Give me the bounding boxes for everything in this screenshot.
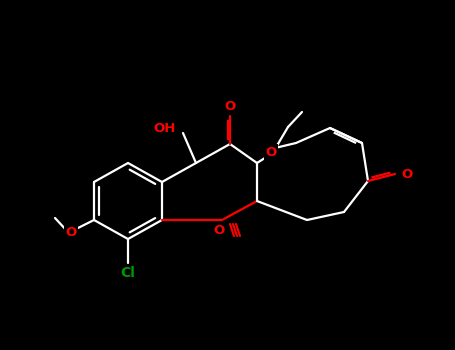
Text: O: O — [265, 146, 277, 159]
Text: Cl: Cl — [121, 266, 136, 280]
Text: O: O — [213, 224, 225, 238]
Text: O: O — [66, 225, 76, 238]
Text: O: O — [401, 168, 413, 181]
Text: OH: OH — [154, 121, 176, 134]
Text: O: O — [224, 100, 236, 113]
